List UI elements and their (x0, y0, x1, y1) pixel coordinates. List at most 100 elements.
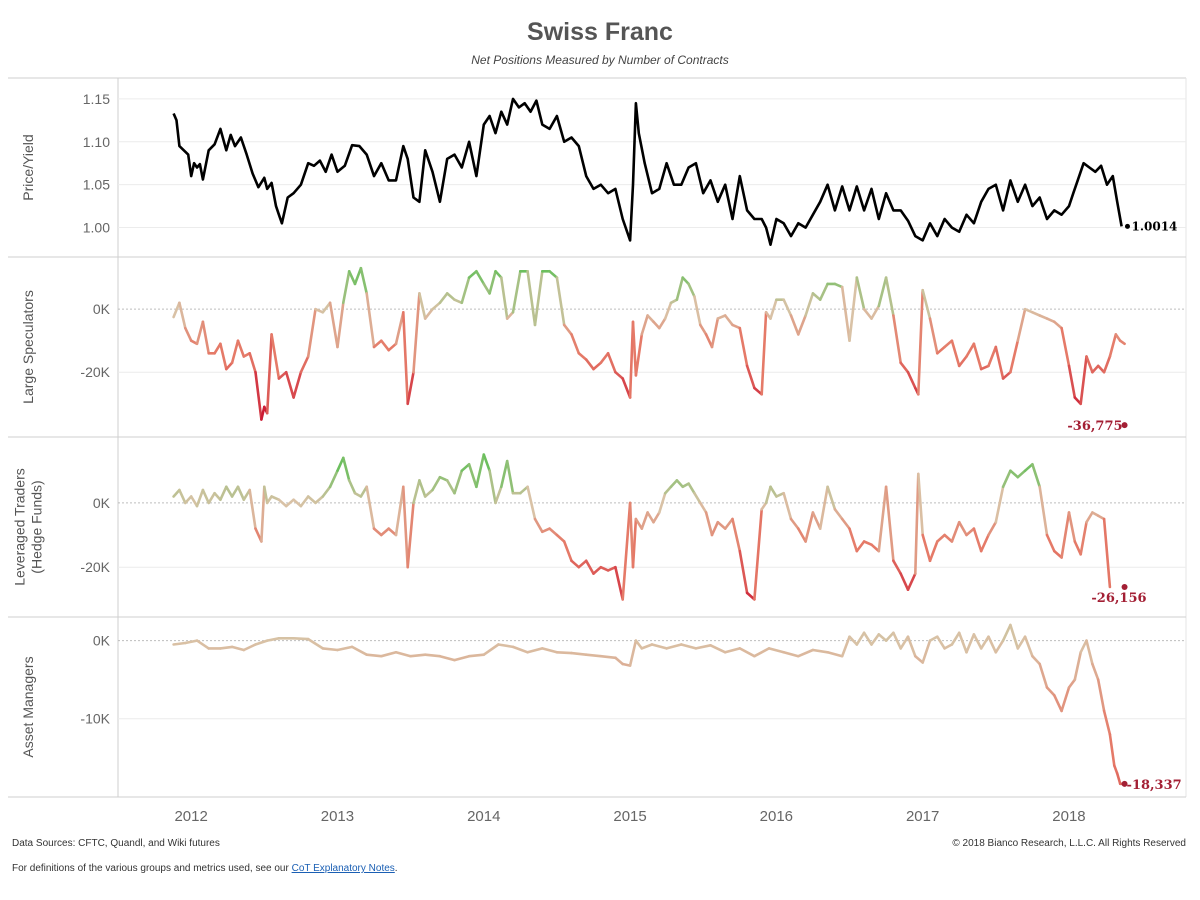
series-segment-leveraged_traders (1110, 0, 1116, 587)
series-segment-asset_managers (972, 633, 983, 650)
series-segment-large_speculators (505, 310, 515, 320)
series-segment-leveraged_traders (1009, 469, 1020, 479)
series-segment-large_speculators (745, 364, 756, 390)
series-segment-leveraged_traders (599, 565, 610, 572)
series-segment-leveraged_traders (178, 488, 187, 505)
series-segment-large_speculators (789, 314, 800, 336)
y-tick-label: 0K (93, 633, 111, 649)
series-segment-large_speculators (1118, 339, 1126, 346)
series-segment-large_speculators (1091, 364, 1100, 374)
y-tick-label: 1.00 (83, 220, 110, 236)
series-segment-leveraged_traders (745, 591, 756, 601)
series-segment-asset_managers (584, 653, 603, 658)
series-segment-leveraged_traders (1079, 520, 1088, 556)
series-segment-large_speculators (394, 310, 405, 346)
x-tick-label: 2013 (321, 808, 354, 825)
series-segment-leveraged_traders (555, 533, 566, 543)
series-segment-leveraged_traders (965, 527, 976, 537)
series-segment-leveraged_traders (987, 520, 998, 537)
series-segment-large_speculators (640, 314, 649, 336)
series-segment-large_speculators (467, 269, 478, 279)
series-segment-large_speculators (681, 276, 690, 286)
series-segment-asset_managers (840, 635, 851, 658)
series-segment-leveraged_traders (387, 527, 398, 537)
series-segment-asset_managers (782, 650, 800, 658)
series-segment-asset_managers (292, 636, 310, 641)
series-segment-leveraged_traders (634, 517, 644, 530)
series-segment-large_speculators (1016, 307, 1027, 343)
series-segment-leveraged_traders (1102, 517, 1112, 589)
series-segment-leveraged_traders (704, 511, 714, 537)
series-segment-large_speculators (584, 358, 595, 371)
series-segment-large_speculators (760, 310, 768, 396)
series-segment-large_speculators (277, 370, 288, 380)
series-segment-leveraged_traders (526, 485, 537, 521)
series-segment-leveraged_traders (347, 479, 357, 495)
series-segment-asset_managers (230, 645, 246, 652)
series-segment-large_speculators (965, 342, 976, 358)
series-segment-leveraged_traders (943, 533, 954, 543)
series-segment-large_speculators (236, 339, 246, 358)
series-segment-large_speculators (899, 361, 910, 374)
series-segment-large_speculators (614, 370, 625, 380)
y-tick-label: -20K (80, 559, 110, 575)
series-segment-leveraged_traders (262, 485, 269, 505)
series-segment-leveraged_traders (394, 485, 405, 537)
series-segment-leveraged_traders (418, 479, 427, 498)
series-segment-asset_managers (1009, 623, 1020, 650)
series-segment-asset_managers (957, 631, 968, 654)
series-segment-asset_managers (634, 639, 644, 650)
series-segment-large_speculators (833, 282, 844, 289)
series-segment-asset_managers (855, 631, 866, 646)
series-segment-leveraged_traders (899, 572, 910, 592)
series-segment-asset_managers (979, 635, 990, 650)
series-segment-large_speculators (445, 292, 456, 302)
series-segment-large_speculators (299, 355, 310, 374)
y-tick-label: 0K (93, 301, 111, 317)
series-segment-leveraged_traders (505, 459, 515, 495)
series-segment-leveraged_traders (592, 565, 603, 575)
series-segment-leveraged_traders (277, 498, 288, 508)
series-segment-large_speculators (921, 288, 932, 320)
series-segment-leveraged_traders (570, 559, 581, 569)
y-tick-label: 1.15 (83, 91, 110, 107)
series-segment-asset_managers (379, 650, 398, 658)
series-segment-large_speculators (406, 370, 415, 406)
series-segment-leveraged_traders (657, 491, 667, 514)
series-segment-large_speculators (704, 333, 714, 349)
series-segment-asset_managers (921, 639, 932, 664)
series-segment-leveraged_traders (652, 511, 661, 524)
series-segment-asset_managers (540, 647, 559, 654)
series-segment-asset_managers (1079, 639, 1088, 654)
series-segment-large_speculators (1108, 333, 1118, 358)
series-segment-asset_managers (336, 645, 354, 652)
series-segment-leveraged_traders (723, 517, 734, 530)
cot-explanatory-notes-link[interactable]: CoT Explanatory Notes (291, 863, 395, 874)
series-segment-large_speculators (372, 339, 383, 349)
series-segment-large_speculators (1053, 320, 1063, 330)
series-segment-large_speculators (957, 355, 968, 368)
series-segment-large_speculators (336, 301, 345, 349)
series-segment-asset_managers (899, 635, 910, 650)
series-segment-large_speculators (577, 351, 588, 361)
x-tick-label: 2017 (906, 808, 939, 825)
series-segment-large_speculators (1038, 314, 1049, 320)
series-segment-large_speculators (634, 333, 644, 377)
series-segment-asset_managers (994, 639, 1005, 654)
series-segment-large_speculators (284, 370, 295, 399)
series-segment-leveraged_traders (372, 527, 383, 537)
series-segment-large_speculators (928, 317, 939, 355)
series-segment-leveraged_traders (764, 485, 772, 505)
series-segment-large_speculators (460, 276, 471, 305)
series-segment-large_speculators (906, 370, 917, 390)
series-segment-asset_managers (599, 654, 617, 660)
series-segment-leveraged_traders (646, 511, 655, 524)
series-segment-leveraged_traders (921, 533, 932, 563)
series-segment-leveraged_traders (533, 517, 544, 534)
series-segment-leveraged_traders (775, 491, 786, 498)
series-segment-asset_managers (738, 647, 756, 658)
series-segment-asset_managers (943, 643, 954, 650)
series-segment-leveraged_traders (207, 491, 216, 505)
series-segment-large_speculators (723, 314, 734, 327)
series-segment-large_speculators (979, 364, 990, 371)
